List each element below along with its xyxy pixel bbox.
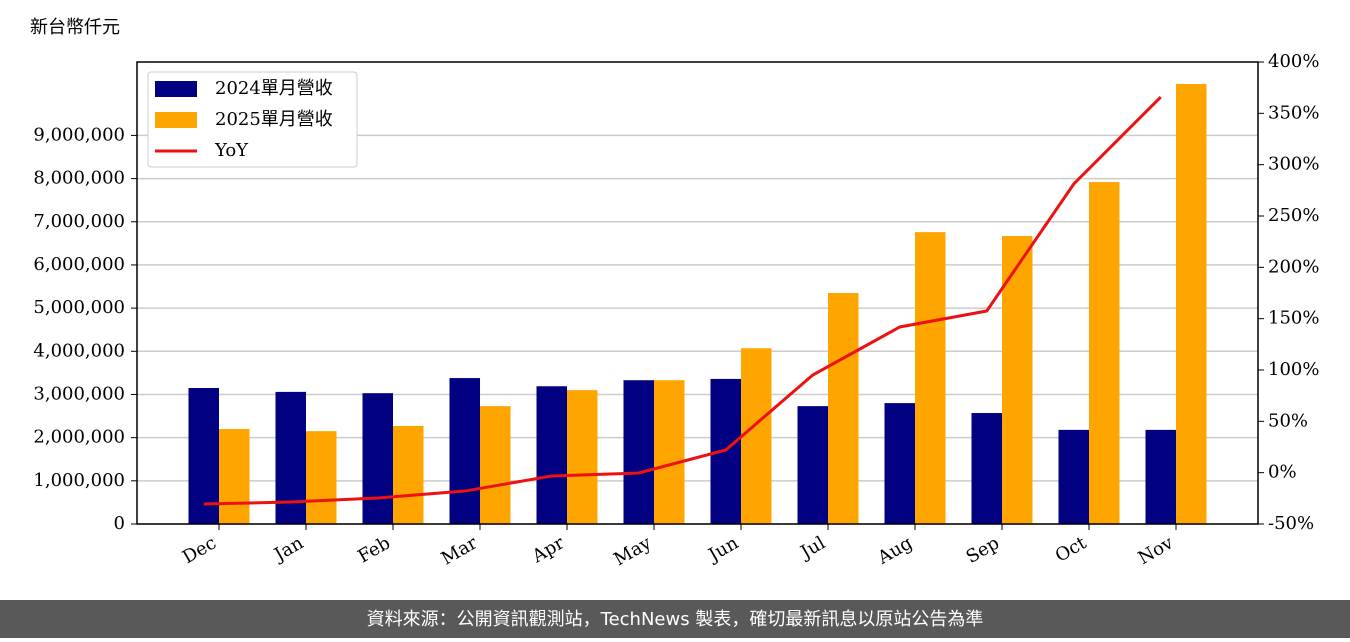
bar xyxy=(536,386,567,524)
plot-frame xyxy=(136,61,1259,525)
x-tick-label: Oct xyxy=(1052,532,1091,567)
y2-tick-label: 300% xyxy=(1268,154,1319,175)
bar xyxy=(915,232,946,524)
bar xyxy=(1145,429,1176,524)
legend-swatch xyxy=(155,81,197,97)
x-tick-label: Mar xyxy=(438,532,482,569)
y2-tick-label: 150% xyxy=(1268,308,1319,329)
bar xyxy=(362,393,393,524)
y2-tick-label: 250% xyxy=(1268,205,1319,226)
x-tick-label: May xyxy=(610,532,655,570)
x-tick-label: Jan xyxy=(269,532,307,566)
x-tick-label: Aug xyxy=(873,532,916,569)
y2-tick-label: 200% xyxy=(1268,256,1319,277)
bar xyxy=(567,390,598,524)
y-tick-label: 9,000,000 xyxy=(33,124,125,145)
y2-tick-label: -50% xyxy=(1268,513,1314,534)
bar xyxy=(393,425,424,524)
y2-tick-label: 0% xyxy=(1268,462,1297,483)
bar xyxy=(1002,236,1033,524)
y2-tick-label: 50% xyxy=(1268,410,1308,431)
x-tick-label: Dec xyxy=(179,532,220,568)
y-tick-label: 1,000,000 xyxy=(33,470,125,491)
y2-tick-label: 350% xyxy=(1268,102,1319,123)
bar xyxy=(449,378,480,524)
y-tick-label: 4,000,000 xyxy=(33,340,125,361)
bar xyxy=(971,413,1002,524)
bar xyxy=(306,431,337,524)
x-tick-label: Feb xyxy=(354,532,394,567)
y-tick-label: 0 xyxy=(114,513,125,534)
x-tick-label: Jun xyxy=(703,532,742,567)
bar xyxy=(884,403,915,524)
legend-swatch xyxy=(155,112,197,128)
bar xyxy=(275,391,306,524)
legend-label: YoY xyxy=(214,140,249,161)
bar xyxy=(1058,429,1089,524)
footer-bar xyxy=(0,600,1350,638)
source-note: 資料來源：公開資訊觀測站，TechNews 製表，確切最新訊息以原站公告為準 xyxy=(367,609,984,630)
x-tick-label: Nov xyxy=(1135,532,1178,569)
bar xyxy=(828,293,859,524)
y2-tick-label: 100% xyxy=(1268,359,1319,380)
y-tick-label: 6,000,000 xyxy=(33,254,125,275)
x-tick-label: Apr xyxy=(528,532,568,567)
y-tick-label: 8,000,000 xyxy=(33,168,125,189)
bar xyxy=(623,380,654,524)
bar xyxy=(797,406,828,524)
bar xyxy=(480,406,511,524)
y-tick-label: 2,000,000 xyxy=(33,427,125,448)
bar xyxy=(654,380,685,524)
legend-box xyxy=(147,71,358,168)
bar xyxy=(741,348,772,524)
legend-label: 2024單月營收 xyxy=(215,78,333,99)
bar xyxy=(1176,84,1207,524)
y2-tick-label: 400% xyxy=(1268,51,1319,72)
y-axis-label: 新台幣仟元 xyxy=(30,17,120,38)
bar xyxy=(188,387,219,524)
y-tick-label: 7,000,000 xyxy=(33,211,125,232)
y-tick-label: 3,000,000 xyxy=(33,383,125,404)
x-tick-label: Sep xyxy=(963,532,1003,567)
bar xyxy=(219,429,250,524)
yoy-line xyxy=(203,95,1162,506)
bar xyxy=(1089,182,1120,525)
x-tick-label: Jul xyxy=(795,532,829,564)
y-tick-label: 5,000,000 xyxy=(33,297,125,318)
legend-label: 2025單月營收 xyxy=(215,109,333,130)
